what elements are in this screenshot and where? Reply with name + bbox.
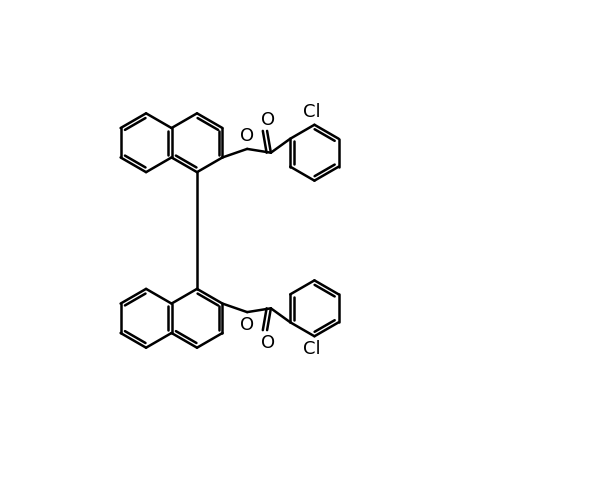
Text: O: O (261, 334, 275, 352)
Text: O: O (240, 127, 254, 145)
Text: Cl: Cl (303, 103, 321, 121)
Text: O: O (261, 110, 275, 129)
Text: O: O (240, 316, 254, 334)
Text: Cl: Cl (303, 340, 321, 358)
